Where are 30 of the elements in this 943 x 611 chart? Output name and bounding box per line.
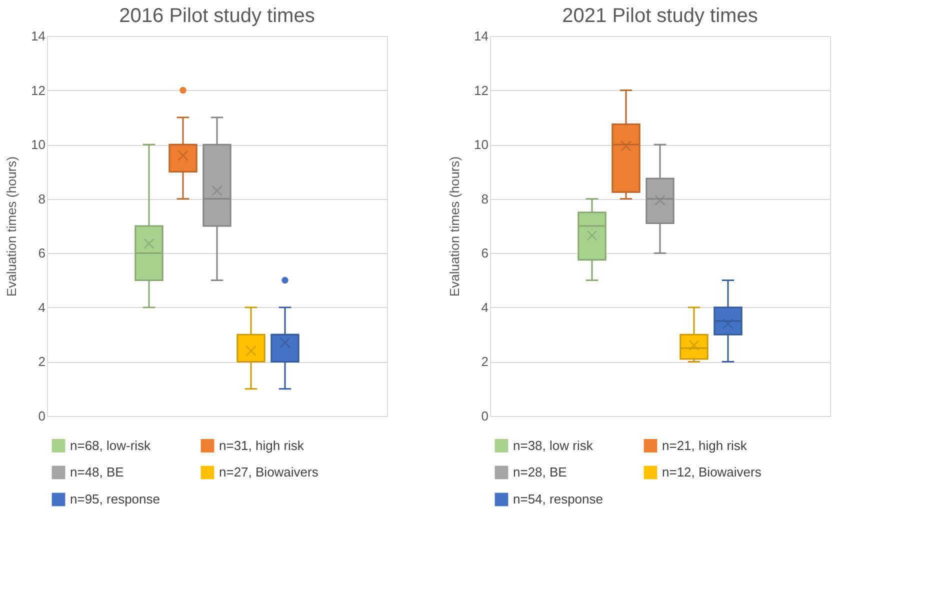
legend-label: n=12, Biowaivers <box>662 464 762 480</box>
legend-label: n=48, BE <box>70 464 124 480</box>
y-tick-label: 12 <box>31 82 46 98</box>
legend-label: n=95, response <box>70 492 160 506</box>
chart-title: 2016 Pilot study times <box>119 5 315 27</box>
y-tick-label: 2 <box>38 354 46 370</box>
y-tick-label: 4 <box>481 300 488 315</box>
legend-label: n=31, high risk <box>219 438 304 453</box>
y-tick-label: 6 <box>38 246 46 261</box>
legend-label: n=68, low-risk <box>70 438 152 453</box>
y-tick-label: 6 <box>481 246 488 261</box>
legend-label: n=27, Biowaivers <box>219 464 319 480</box>
y-tick-label: 14 <box>474 28 488 44</box>
legend-label: n=38, low risk <box>513 438 594 453</box>
y-tick-label: 10 <box>31 137 46 152</box>
y-tick-label: 12 <box>474 82 488 98</box>
chart-title: 2021 Pilot study times <box>562 5 758 27</box>
y-tick-label: 2 <box>481 354 488 370</box>
y-tick-label: 8 <box>481 191 488 206</box>
y-tick-label: 4 <box>38 300 46 315</box>
legend-label: n=28, BE <box>513 464 568 480</box>
y-tick-label: 8 <box>38 191 46 206</box>
legend-label: n=21, high risk <box>662 438 748 453</box>
y-axis-title: Evaluation times (hours) <box>4 156 20 297</box>
y-tick-label: 0 <box>38 408 46 424</box>
y-tick-label: 10 <box>474 137 488 152</box>
y-axis-title: Evaluation times (hours) <box>447 156 462 297</box>
y-tick-label: 0 <box>481 408 488 424</box>
legend-label: n=54, response <box>513 492 603 506</box>
y-tick-label: 14 <box>31 28 46 44</box>
